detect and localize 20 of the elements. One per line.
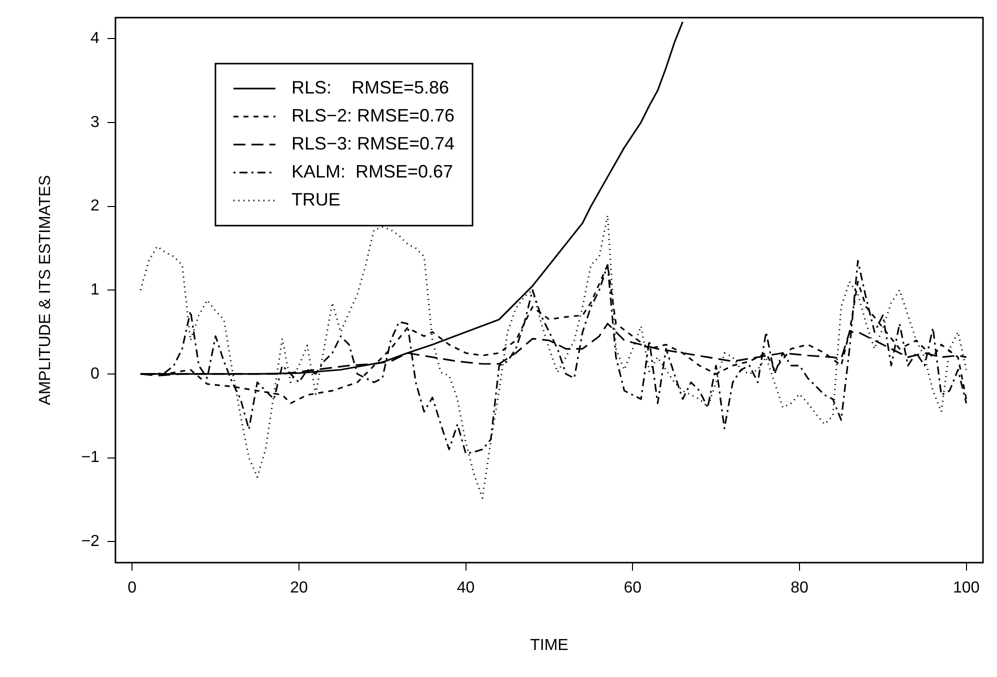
y-axis-title: AMPLITUDE & ITS ESTIMATES (37, 175, 54, 406)
x-tick-label: 20 (290, 580, 308, 597)
legend-label: TRUE (291, 190, 340, 210)
legend-label: RLS−3: RMSE=0.74 (291, 134, 455, 154)
y-tick-label: 4 (90, 30, 100, 47)
y-tick-label: 0 (90, 365, 100, 382)
y-tick-label: 3 (90, 114, 100, 131)
y-tick-label: −2 (81, 533, 100, 550)
legend-label: KALM: RMSE=0.67 (291, 162, 454, 182)
x-tick-label: 100 (952, 580, 980, 597)
x-tick-label: 0 (128, 580, 137, 597)
x-tick-label: 60 (624, 580, 642, 597)
legend-label: RLS: RMSE=5.86 (291, 78, 450, 98)
y-tick-label: 1 (90, 282, 100, 299)
y-tick-label: −1 (81, 449, 100, 466)
x-tick-label: 40 (456, 580, 475, 597)
x-tick-label: 80 (790, 580, 808, 597)
legend-label: RLS−2: RMSE=0.76 (291, 106, 455, 126)
x-axis-title: TIME (530, 636, 568, 654)
y-tick-label: 2 (90, 198, 100, 215)
